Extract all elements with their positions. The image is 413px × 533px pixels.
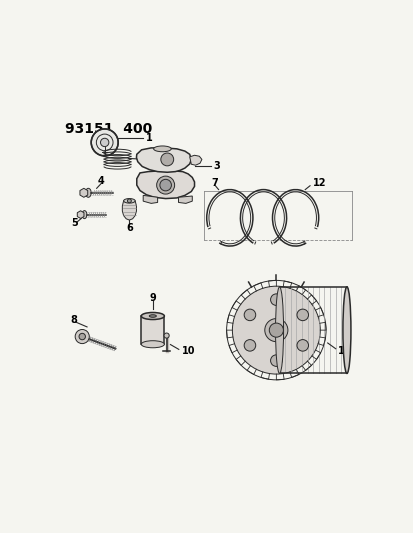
Polygon shape bbox=[178, 196, 192, 204]
Polygon shape bbox=[76, 331, 88, 342]
Circle shape bbox=[296, 309, 308, 321]
Ellipse shape bbox=[85, 188, 91, 197]
Ellipse shape bbox=[264, 319, 287, 342]
Ellipse shape bbox=[141, 312, 164, 320]
Text: 93151  400: 93151 400 bbox=[64, 122, 152, 135]
Circle shape bbox=[232, 286, 320, 374]
Ellipse shape bbox=[275, 287, 283, 374]
Ellipse shape bbox=[123, 199, 135, 203]
Circle shape bbox=[268, 323, 283, 337]
Polygon shape bbox=[189, 155, 202, 165]
Text: 10: 10 bbox=[182, 346, 195, 356]
Circle shape bbox=[244, 340, 255, 351]
Polygon shape bbox=[80, 188, 88, 197]
Ellipse shape bbox=[141, 341, 164, 348]
Text: 11: 11 bbox=[337, 346, 351, 356]
Text: 6: 6 bbox=[126, 223, 133, 233]
Circle shape bbox=[160, 153, 173, 166]
Circle shape bbox=[270, 355, 281, 366]
Circle shape bbox=[79, 333, 85, 340]
Text: 3: 3 bbox=[213, 161, 220, 172]
Circle shape bbox=[75, 329, 89, 344]
Ellipse shape bbox=[149, 314, 156, 317]
Text: 7: 7 bbox=[211, 178, 218, 188]
Ellipse shape bbox=[153, 146, 171, 152]
Ellipse shape bbox=[342, 287, 350, 374]
Circle shape bbox=[244, 309, 255, 321]
Text: 4: 4 bbox=[98, 176, 104, 186]
Polygon shape bbox=[122, 201, 136, 220]
Polygon shape bbox=[143, 196, 157, 204]
Text: 1: 1 bbox=[146, 133, 153, 143]
Polygon shape bbox=[136, 148, 191, 172]
Text: 9: 9 bbox=[149, 293, 156, 303]
Text: 5: 5 bbox=[71, 218, 78, 228]
Text: 2: 2 bbox=[152, 155, 158, 165]
Polygon shape bbox=[77, 211, 84, 219]
Circle shape bbox=[127, 199, 131, 203]
Text: 12: 12 bbox=[313, 178, 326, 188]
Polygon shape bbox=[136, 171, 194, 199]
Circle shape bbox=[164, 333, 169, 338]
Circle shape bbox=[270, 294, 281, 305]
Circle shape bbox=[100, 138, 109, 147]
Bar bbox=[141, 316, 164, 344]
Circle shape bbox=[91, 129, 118, 156]
Text: 8: 8 bbox=[70, 315, 77, 325]
Circle shape bbox=[156, 176, 174, 194]
Circle shape bbox=[159, 179, 171, 191]
Ellipse shape bbox=[82, 211, 87, 219]
Circle shape bbox=[296, 340, 308, 351]
